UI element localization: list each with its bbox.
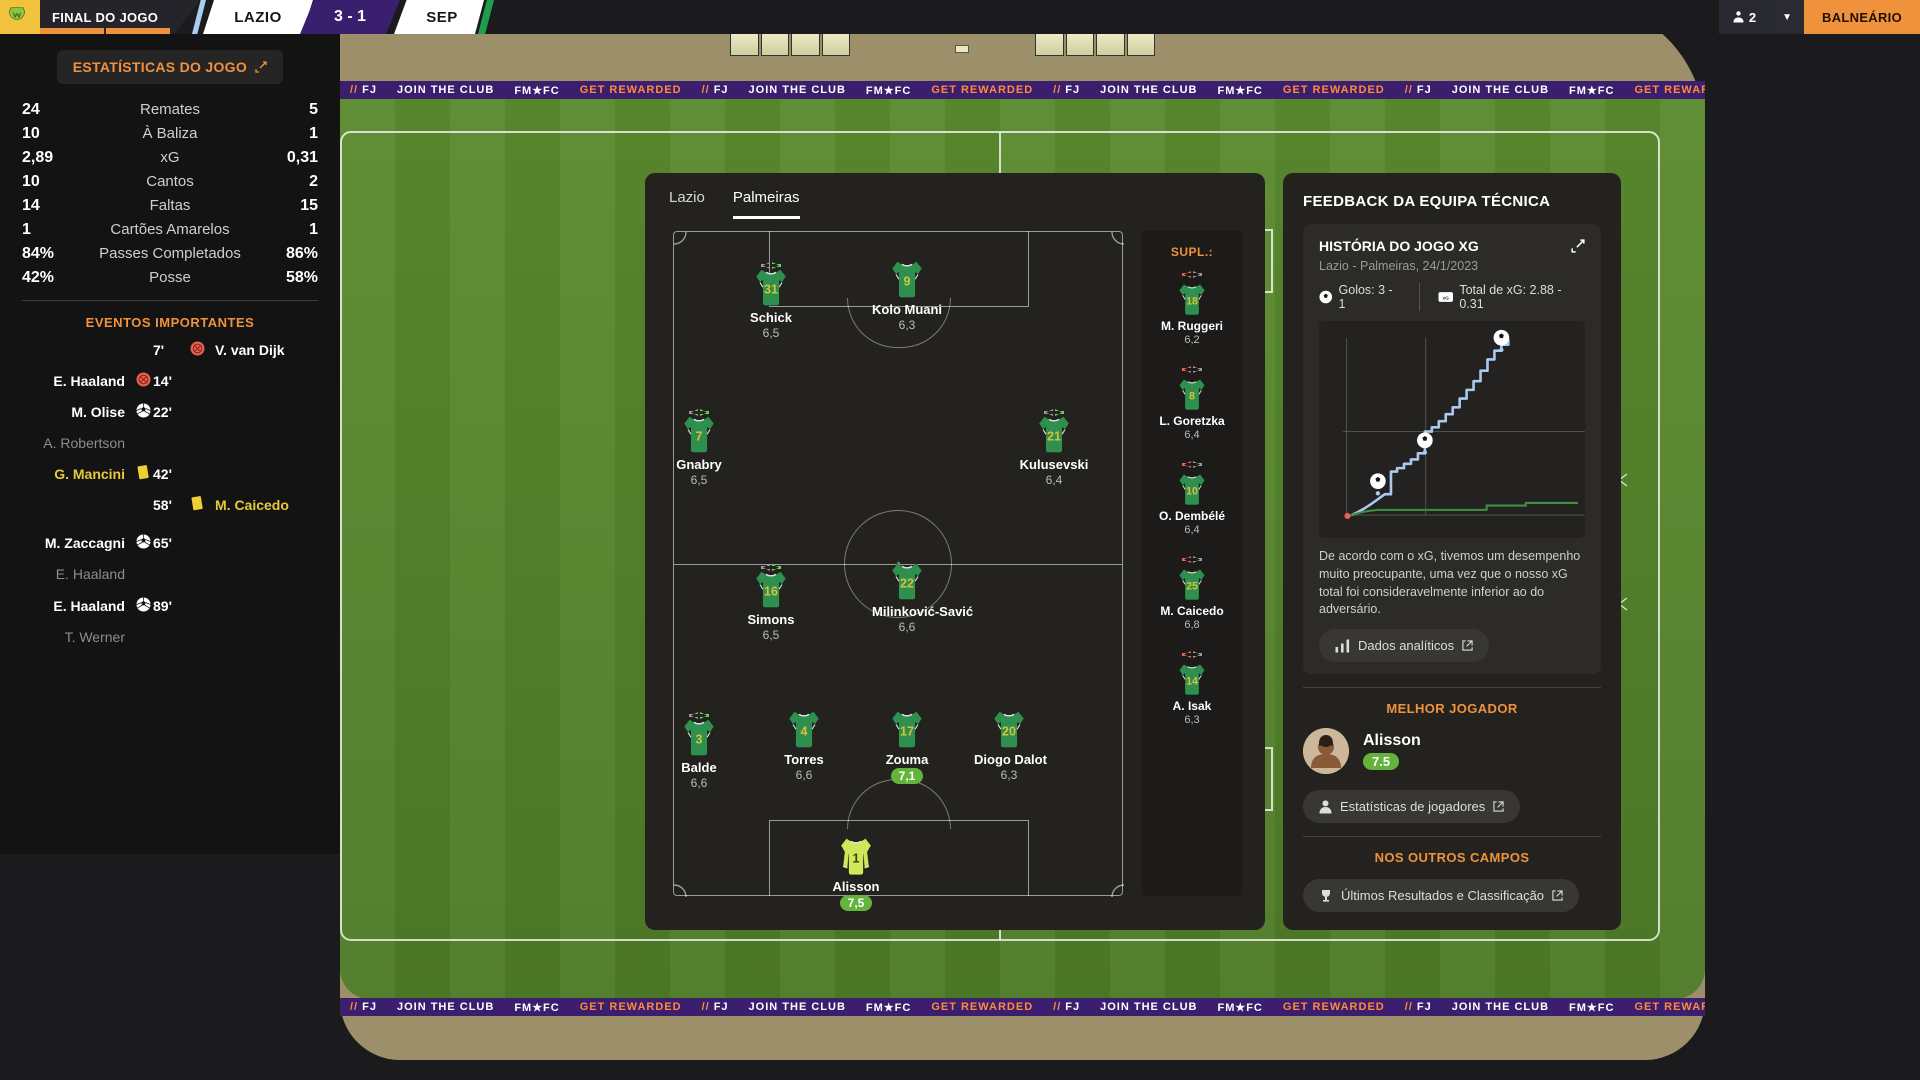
svg-text:18: 18 — [1186, 296, 1198, 308]
svg-text:9: 9 — [904, 275, 911, 289]
svg-text:xG: xG — [1442, 295, 1449, 301]
svg-text:16: 16 — [764, 585, 778, 599]
svg-text:10: 10 — [1186, 486, 1198, 498]
svg-text:22: 22 — [900, 577, 914, 591]
svg-text:3: 3 — [696, 733, 703, 747]
svg-text:31: 31 — [764, 283, 778, 297]
svg-text:17: 17 — [900, 725, 914, 739]
svg-text:8: 8 — [1189, 391, 1195, 403]
svg-text:1: 1 — [853, 852, 860, 866]
svg-text:7: 7 — [696, 430, 703, 444]
svg-text:4: 4 — [801, 725, 808, 739]
svg-text:20: 20 — [1002, 725, 1016, 739]
svg-text:25: 25 — [1186, 581, 1198, 593]
svg-text:21: 21 — [1047, 430, 1061, 444]
svg-text:14: 14 — [1186, 676, 1198, 688]
